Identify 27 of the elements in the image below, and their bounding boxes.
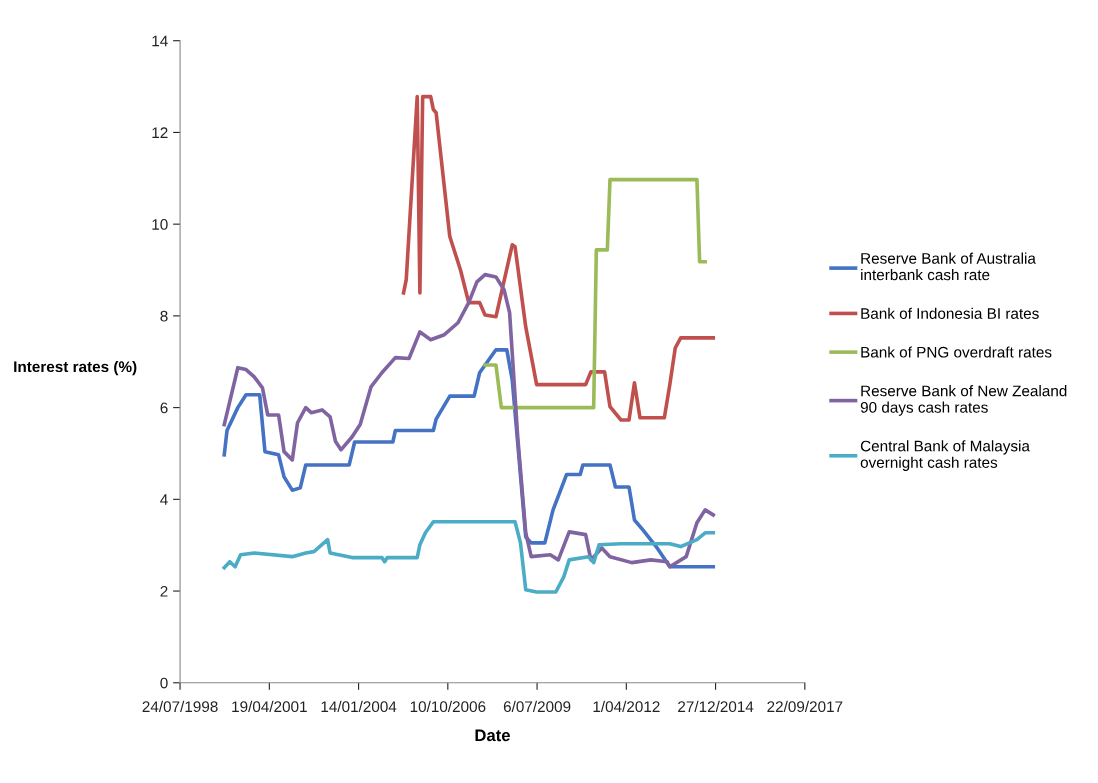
line-series (483, 177, 707, 410)
legend-label: Reserve Bank of Australia interbank cash rate (861, 252, 1036, 281)
y-tick-label: 0 (160, 677, 168, 689)
legend-label: Reserve Bank of New Zealand 90 days cash rates (860, 385, 1067, 416)
x-tick-label: 6/07/2009 (503, 700, 571, 713)
legend-label: Bank of PNG overdraft rates (861, 346, 1052, 358)
y-tick-label: 2 (160, 585, 168, 597)
x-tick-label: 19/04/2001 (232, 700, 307, 713)
x-tick-label: 1/04/2012 (593, 700, 660, 713)
y-tick-label: 4 (160, 494, 168, 505)
y-tick-label: 12 (152, 127, 168, 138)
x-tick-label: 24/07/1998 (142, 700, 218, 713)
x-tick-label: 22/09/2017 (767, 700, 843, 713)
line-series (222, 272, 716, 569)
y-tick-label: 14 (152, 35, 168, 47)
x-tick-label: 10/10/2006 (410, 700, 486, 713)
line-series (222, 519, 716, 594)
legend-label: Central Bank of Malaysia overnight cash rates (860, 440, 1030, 471)
y-tick-label: 8 (160, 310, 168, 322)
y-axis-title: Interest rates (%) (14, 360, 137, 376)
y-tick-label: 10 (152, 219, 168, 230)
x-tick-label: 27/12/2014 (678, 700, 754, 713)
y-tick-label: 6 (160, 402, 168, 414)
x-tick-label: 14/01/2004 (321, 700, 397, 713)
line-series (401, 94, 716, 422)
x-axis-title: Date (475, 729, 510, 742)
legend-label: Bank of Indonesia BI rates (861, 307, 1039, 319)
